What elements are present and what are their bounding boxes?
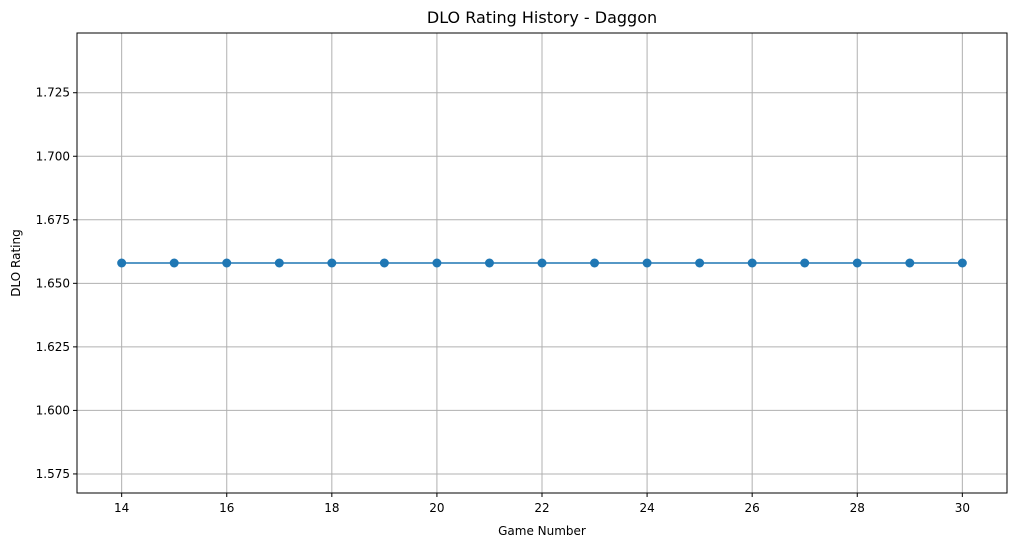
x-axis-label: Game Number (498, 524, 586, 538)
data-point (274, 258, 284, 268)
x-tick-label: 18 (324, 501, 339, 515)
data-point (800, 258, 810, 268)
data-point (327, 258, 337, 268)
data-point (957, 258, 967, 268)
data-point (379, 258, 389, 268)
y-tick-label: 1.575 (36, 467, 70, 481)
data-point (642, 258, 652, 268)
x-tick-label: 14 (114, 501, 129, 515)
x-tick-label: 16 (219, 501, 234, 515)
data-point (222, 258, 232, 268)
data-point (169, 258, 179, 268)
data-point (537, 258, 547, 268)
y-axis-label: DLO Rating (9, 229, 23, 296)
y-tick-label: 1.625 (36, 340, 70, 354)
x-tick-label: 28 (850, 501, 865, 515)
data-point (905, 258, 915, 268)
x-axis-ticks: 14 16 18 20 22 24 26 28 30 (114, 493, 970, 515)
y-tick-label: 1.725 (36, 86, 70, 100)
x-tick-label: 26 (745, 501, 760, 515)
data-point (590, 258, 600, 268)
y-axis-ticks: 1.575 1.600 1.625 1.650 1.675 1.700 1.725 (36, 86, 77, 481)
series-layer (117, 258, 967, 268)
data-point (852, 258, 862, 268)
x-tick-label: 20 (429, 501, 444, 515)
y-tick-label: 1.700 (36, 149, 70, 163)
x-tick-label: 22 (534, 501, 549, 515)
x-tick-label: 30 (955, 501, 970, 515)
data-point (432, 258, 442, 268)
y-tick-label: 1.600 (36, 403, 70, 417)
y-tick-label: 1.650 (36, 276, 70, 290)
data-point (484, 258, 494, 268)
data-point (747, 258, 757, 268)
y-tick-label: 1.675 (36, 213, 70, 227)
data-point (695, 258, 705, 268)
chart-title: DLO Rating History - Daggon (427, 8, 657, 27)
x-tick-label: 24 (639, 501, 654, 515)
data-point (117, 258, 127, 268)
